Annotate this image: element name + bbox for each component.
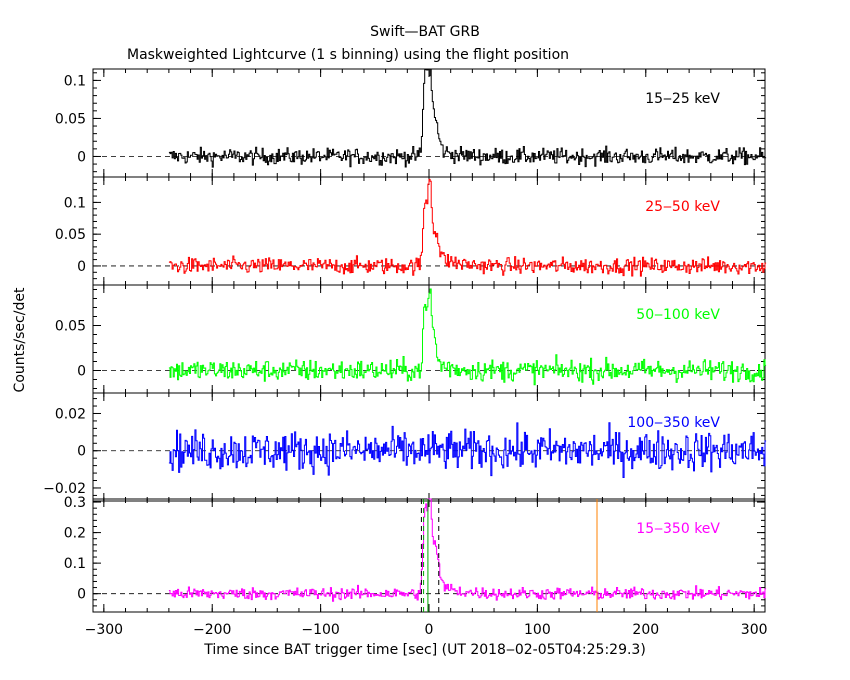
y-tick-label: 0.1 xyxy=(64,73,86,89)
series-line xyxy=(168,422,767,478)
y-tick-label: 0.1 xyxy=(64,556,86,572)
series-line xyxy=(168,68,767,168)
panel-4: 0 0.1 0.2 0.3 15‒350 keV xyxy=(64,495,767,613)
x-tick-label: −100 xyxy=(301,622,339,638)
x-tick-label: 200 xyxy=(632,622,659,638)
band-label: 50‒100 keV xyxy=(636,307,720,323)
panel-frame xyxy=(92,284,766,394)
y-tick-label: 0 xyxy=(77,444,86,460)
panels-group: 0 0.05 0.1 15‒25 keV 0 0.05 0.1 25‒50 keV 0 0.05 5… xyxy=(43,68,768,638)
y-tick-label: 0.05 xyxy=(55,227,86,243)
y-tick-label: 0.02 xyxy=(55,406,86,422)
panel-0: 0 0.05 0.1 15‒25 keV xyxy=(55,68,767,178)
panel-2: 0 0.05 50‒100 keV xyxy=(55,284,767,394)
y-tick-label: 0.1 xyxy=(64,195,86,211)
series-line xyxy=(168,288,767,386)
panel-frame xyxy=(92,68,766,178)
y-tick-label: 0.3 xyxy=(64,495,86,511)
y-tick-label: 0.05 xyxy=(55,111,86,127)
y-tick-label: 0 xyxy=(77,149,86,165)
panel-frame xyxy=(92,498,766,613)
y-tick-label: 0 xyxy=(77,587,86,603)
y-tick-label: −0.02 xyxy=(43,481,86,497)
x-tick-label: 0 xyxy=(425,622,434,638)
band-label: 100‒350 keV xyxy=(627,415,720,431)
band-label: 15‒350 keV xyxy=(636,521,720,537)
x-axis-label: Time since BAT trigger time [sec] (UT 20… xyxy=(203,642,646,658)
x-tick-label: −300 xyxy=(85,622,123,638)
series-line xyxy=(168,498,767,602)
y-tick-label: 0 xyxy=(77,364,86,380)
x-tick-label: 100 xyxy=(524,622,551,638)
series-line xyxy=(168,178,767,277)
y-tick-label: 0.05 xyxy=(55,319,86,335)
x-tick-label: 300 xyxy=(741,622,768,638)
x-tick-label: −200 xyxy=(193,622,231,638)
panel-1: 0 0.05 0.1 25‒50 keV xyxy=(55,176,767,286)
y-tick-label: 0 xyxy=(77,259,86,275)
band-label: 15‒25 keV xyxy=(645,91,720,107)
y-tick-label: 0.2 xyxy=(64,526,86,542)
band-label: 25‒50 keV xyxy=(645,199,720,215)
chart-subtitle: Maskweighted Lightcurve (1 s binning) us… xyxy=(127,47,569,63)
y-axis-label: Counts/sec/det xyxy=(12,287,28,392)
chart-title: Swift—BAT GRB xyxy=(370,24,480,40)
panel-3: −0.02 0 0.02 100‒350 keV xyxy=(43,392,767,502)
